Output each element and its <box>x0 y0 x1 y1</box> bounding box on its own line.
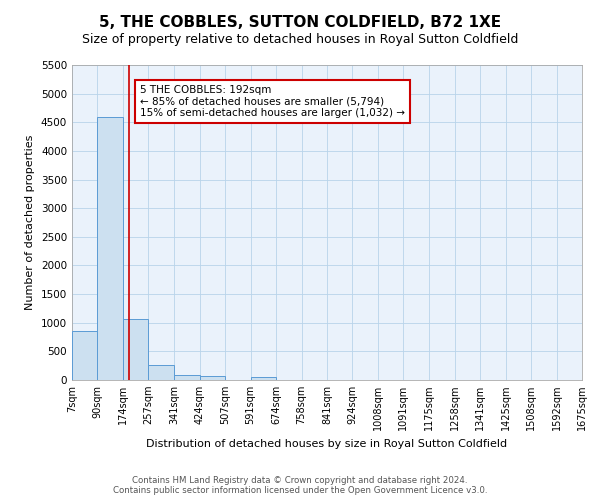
Bar <box>148 364 174 380</box>
Text: 5, THE COBBLES, SUTTON COLDFIELD, B72 1XE: 5, THE COBBLES, SUTTON COLDFIELD, B72 1X… <box>99 15 501 30</box>
Bar <box>72 332 97 380</box>
Y-axis label: Number of detached properties: Number of detached properties <box>25 135 35 310</box>
Bar <box>199 376 225 380</box>
Text: Contains HM Land Registry data © Crown copyright and database right 2024.
Contai: Contains HM Land Registry data © Crown c… <box>113 476 487 495</box>
Bar <box>123 320 148 380</box>
X-axis label: Distribution of detached houses by size in Royal Sutton Coldfield: Distribution of detached houses by size … <box>146 438 508 448</box>
Bar <box>251 377 276 380</box>
Bar <box>97 116 123 380</box>
Bar <box>174 374 199 380</box>
Text: 5 THE COBBLES: 192sqm
← 85% of detached houses are smaller (5,794)
15% of semi-d: 5 THE COBBLES: 192sqm ← 85% of detached … <box>140 85 405 118</box>
Text: Size of property relative to detached houses in Royal Sutton Coldfield: Size of property relative to detached ho… <box>82 32 518 46</box>
